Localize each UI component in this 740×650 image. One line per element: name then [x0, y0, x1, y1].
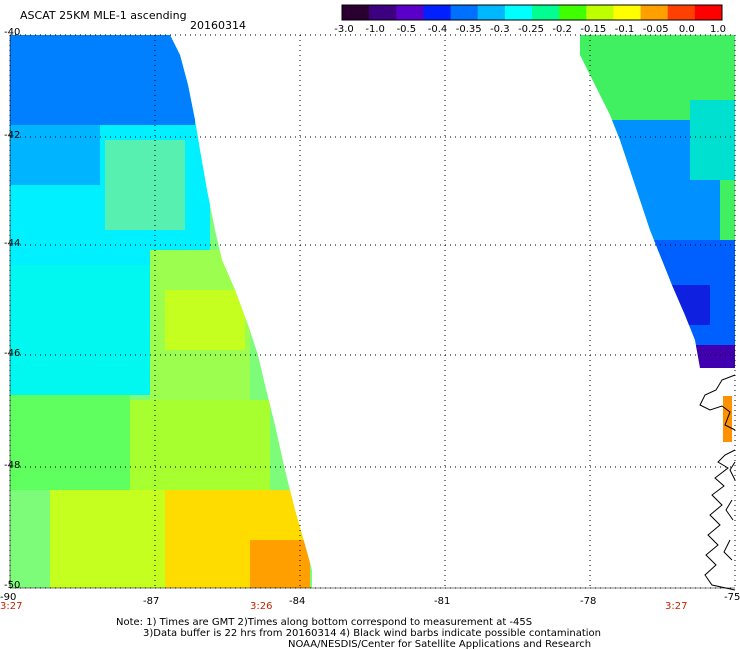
colorbar-swatch	[586, 5, 614, 20]
colorbar-swatch	[477, 5, 506, 20]
colorbar-tick-label: -3.0	[334, 24, 354, 35]
colorbar-swatch	[694, 5, 723, 20]
colorbar-swatch	[369, 5, 397, 20]
note-line-1: Note: 1) Times are GMT 2)Times along bot…	[116, 617, 533, 628]
west-swath	[10, 35, 312, 588]
colorbar-swatch	[504, 5, 533, 20]
colorbar-swatch	[667, 5, 696, 20]
colorbar-tick-label: -0.3	[490, 24, 510, 35]
lat-label: -46	[4, 348, 21, 359]
colorbar-tick-label: -0.15	[580, 24, 607, 35]
lon-label: -81	[434, 596, 451, 607]
colorbar-tick-label: 1.0	[710, 24, 726, 35]
colorbar-swatch	[423, 5, 452, 20]
colorbar-swatch	[450, 5, 479, 20]
colorbar-tick-label: -0.1	[614, 24, 635, 35]
colorbar-tick-label: -0.35	[455, 24, 482, 35]
note-line-3: NOAA/NESDIS/Center for Satellite Applica…	[288, 639, 592, 650]
lon-label: -87	[143, 596, 160, 607]
time-label: 3:27	[0, 601, 23, 612]
colorbar-tick-label: -0.25	[518, 24, 544, 35]
lon-label: -78	[580, 596, 597, 607]
lat-label: -50	[4, 580, 21, 591]
colorbar-tick-label: -0.2	[552, 24, 572, 35]
lat-label: -40	[4, 27, 21, 38]
lon-label: -84	[289, 596, 306, 607]
coastline	[699, 374, 736, 591]
lat-label: -48	[4, 460, 21, 471]
colorbar-tick-label: -0.4	[427, 24, 448, 35]
lat-label: -44	[4, 238, 21, 249]
time-label: 3:26	[250, 601, 273, 612]
colorbar	[341, 4, 723, 21]
colorbar-swatch	[396, 5, 424, 20]
colorbar-swatch	[613, 5, 642, 20]
colorbar-swatch	[342, 5, 370, 20]
colorbar-swatch	[532, 5, 560, 20]
lat-label: -42	[4, 130, 21, 141]
colorbar-swatch	[640, 5, 669, 20]
colorbar-tick-label: 0.0	[678, 24, 695, 35]
map-title: ASCAT 25KM MLE-1 ascending	[20, 9, 187, 22]
east-swath	[580, 35, 735, 368]
lon-label: -75	[724, 592, 740, 603]
colorbar-tick-label: -1.0	[365, 24, 385, 35]
map-date: 20160314	[190, 19, 246, 32]
colorbar-tick-label: -0.05	[642, 24, 669, 35]
colorbar-swatch	[559, 5, 587, 20]
lon-label: -90	[0, 592, 17, 603]
time-label: 3:27	[665, 601, 688, 612]
note-line-2: 3)Data buffer is 22 hrs from 20160314 4)…	[143, 628, 601, 639]
colorbar-tick-label: -0.5	[396, 24, 417, 35]
